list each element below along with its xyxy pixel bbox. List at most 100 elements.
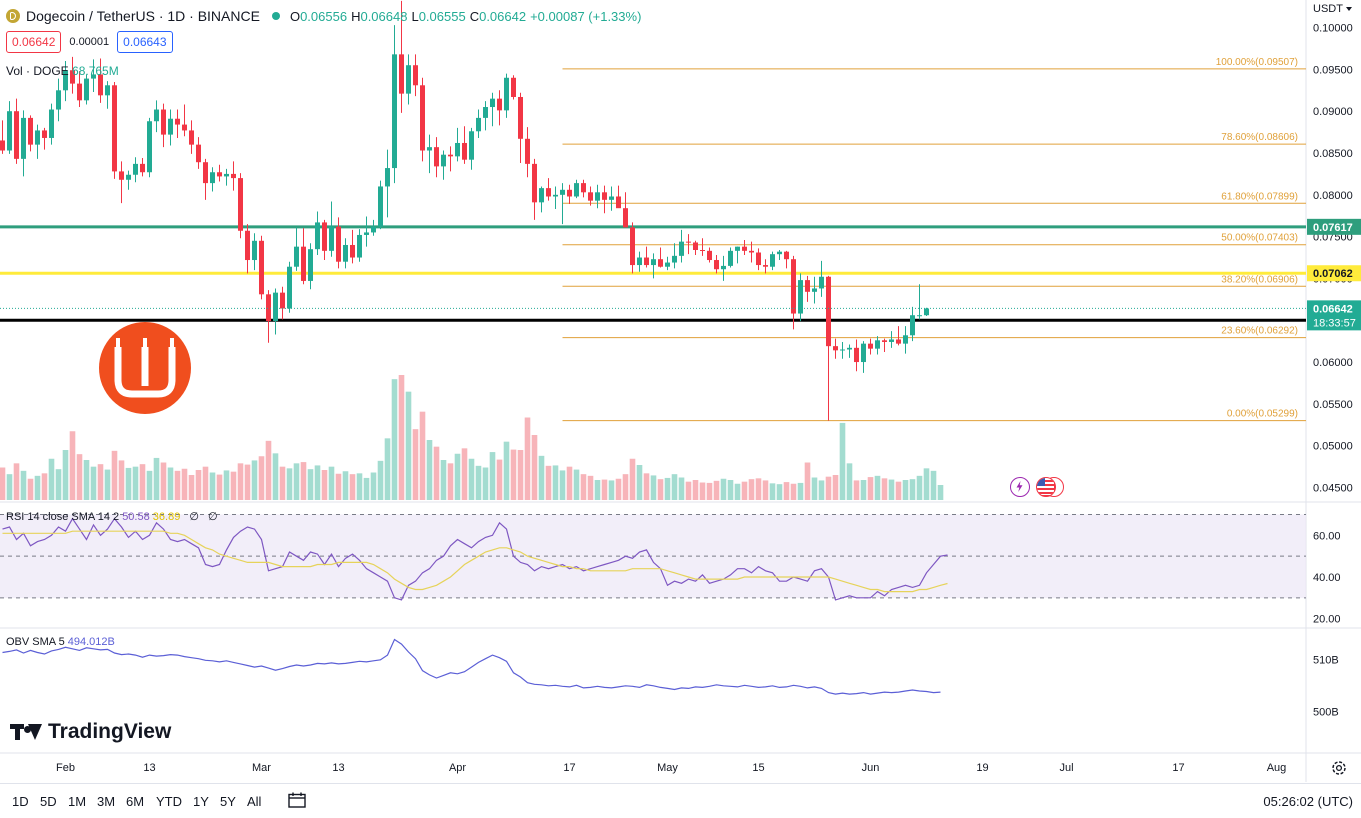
candle-body [7,111,12,151]
volume-bar [531,435,538,500]
buy-price-box[interactable]: 0.06643 [117,31,173,53]
candle-body [630,227,635,266]
candle-body [791,259,796,314]
volume-bar [930,470,937,500]
countdown-label: 18:33:57 [1313,317,1356,329]
volume-bar [55,469,62,500]
volume-bar [846,463,853,500]
volume-bar [125,467,132,500]
fib-level-label: 50.00%(0.07403) [1221,233,1298,244]
candle-body [322,222,327,251]
candle-body [595,192,600,201]
candle-body [686,241,691,243]
volume-bar [881,478,888,500]
volume-bar [90,466,97,500]
price-axis-tick: 0.08000 [1313,190,1353,202]
settings-gear-icon[interactable] [1330,759,1348,777]
candle-body [672,255,677,263]
us-flag-event-icon[interactable] [1036,477,1056,497]
candle-body [574,183,579,197]
volume-bar [629,458,636,500]
volume-legend-name: Vol · DOGE [6,64,69,78]
fib-level-label: 0.00%(0.05299) [1227,409,1298,420]
volume-bar [804,462,811,500]
volume-bar [244,464,251,500]
volume-bar [20,470,27,500]
volume-bar [734,483,741,500]
utc-clock[interactable]: 05:26:02 (UTC) [1263,794,1353,809]
lightning-event-icon[interactable] [1010,477,1030,497]
volume-bar [937,485,944,500]
tradingview-mark-icon [10,722,42,742]
open-value: 0.06556 [300,8,348,24]
price-axis-tick: 0.10000 [1313,23,1353,35]
fib-level-label: 23.60%(0.06292) [1221,326,1298,337]
volume-bar [818,480,825,500]
volume-bar [769,483,776,500]
candle-body [476,117,481,132]
candle-body [175,118,180,125]
timeframe-5d[interactable]: 5D [40,794,57,809]
volume-bar [895,481,902,500]
candle-body [399,54,404,94]
timeframe-1d[interactable]: 1D [12,794,29,809]
candle-body [455,142,460,157]
candle-body [154,109,159,122]
time-axis-label: 17 [1172,762,1184,774]
candle-body [301,246,306,281]
candle-body [826,276,831,347]
candle-body [553,194,558,197]
volume-bar [6,474,13,500]
candle-body [840,349,845,351]
currency-selector[interactable]: USDT [1313,3,1352,15]
timeframe-all[interactable]: All [247,794,262,809]
time-axis-label: Apr [449,762,466,774]
candle-body [511,77,516,97]
timeframe-6m[interactable]: 6M [126,794,145,809]
candle-body [420,85,425,151]
candle-body [756,252,761,266]
timeframe-1m[interactable]: 1M [68,794,87,809]
candle-body [238,178,243,231]
calendar-range-icon[interactable] [288,792,306,808]
price-axis-tick: 0.08500 [1313,148,1353,160]
candle-body [259,240,264,295]
timeframe-1y[interactable]: 1Y [193,794,209,809]
timeframe-ytd[interactable]: YTD [156,794,182,809]
volume-bar [440,460,447,500]
candle-body [861,343,866,363]
volume-bar [349,474,356,500]
rsi-legend[interactable]: RSI 14 close SMA 14 2 50.58 36.89 ∅ ∅ [6,510,218,523]
sell-price-box[interactable]: 0.06642 [6,31,62,53]
timeframe-5y[interactable]: 5Y [220,794,236,809]
timeframe-3m[interactable]: 3M [97,794,116,809]
volume-bar [853,480,860,500]
candle-body [84,78,89,101]
time-axis-label: Mar [252,762,271,774]
candle-body [903,335,908,344]
symbol-title[interactable]: Dogecoin / TetherUS · 1D · BINANCE [26,8,260,24]
volume-bar [412,429,419,500]
volume-bar [426,440,433,500]
obv-legend-name: OBV SMA 5 [6,636,65,648]
volume-bar [34,475,41,500]
obv-legend[interactable]: OBV SMA 5 494.012B [6,636,115,648]
candle-body [924,308,929,316]
candle-body [217,172,222,177]
volume-bar [748,479,755,500]
volume-bar [909,479,916,500]
volume-bar [790,483,797,500]
volume-legend[interactable]: Vol · DOGE 68.765M [6,64,119,78]
candle-body [371,226,376,233]
volume-bar [111,450,118,500]
volume-bar [489,452,496,500]
candle-body [483,107,488,118]
volume-bar [727,480,734,500]
time-axis-label: 13 [143,762,155,774]
volume-bar [762,480,769,500]
tradingview-logo[interactable]: TradingView [10,720,171,744]
volume-bar [706,482,713,500]
time-axis-label: 15 [752,762,764,774]
candle-body [308,249,313,281]
